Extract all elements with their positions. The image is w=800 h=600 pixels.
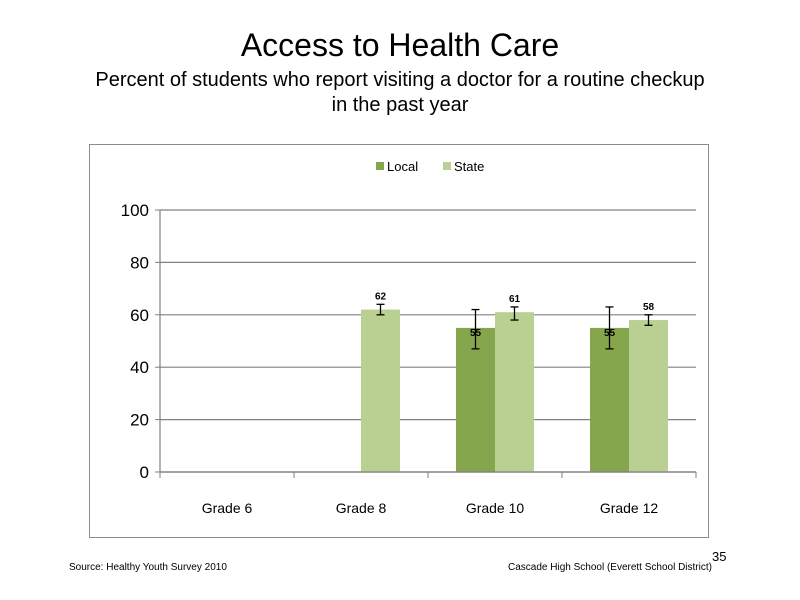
x-tick-label: Grade 6	[202, 500, 253, 516]
slide-title: Access to Health Care	[240, 27, 560, 63]
chart-frame	[89, 144, 709, 538]
y-tick-label: 20	[130, 411, 149, 430]
legend-label-local: Local	[387, 159, 418, 174]
bar-state	[495, 312, 534, 472]
y-tick-label: 40	[130, 358, 149, 377]
school-note: Cascade High School (Everett School Dist…	[508, 562, 712, 573]
legend-swatch-state	[443, 162, 451, 170]
y-tick-label: 80	[130, 253, 149, 272]
legend-label-state: State	[454, 159, 484, 174]
slide-subtitle: Percent of students who report visiting …	[95, 69, 705, 116]
bar-local	[456, 327, 495, 472]
x-tick-label: Grade 8	[336, 500, 387, 516]
y-tick-label: 0	[140, 463, 149, 482]
source-note: Source: Healthy Youth Survey 2010	[69, 562, 227, 573]
data-label: 55	[604, 328, 616, 339]
legend-swatch-local	[376, 162, 384, 170]
data-label: 61	[509, 294, 521, 305]
y-tick-label: 100	[121, 201, 149, 220]
data-label: 55	[470, 328, 482, 339]
x-tick-label: Grade 12	[600, 500, 659, 516]
y-tick-label: 60	[130, 306, 149, 325]
bar-state	[629, 320, 668, 472]
x-tick-label: Grade 10	[466, 500, 525, 516]
bar-state	[361, 309, 400, 472]
page-number: 35	[712, 549, 727, 564]
data-label: 58	[643, 302, 655, 313]
data-label: 62	[375, 291, 387, 302]
bar-local	[590, 327, 629, 472]
